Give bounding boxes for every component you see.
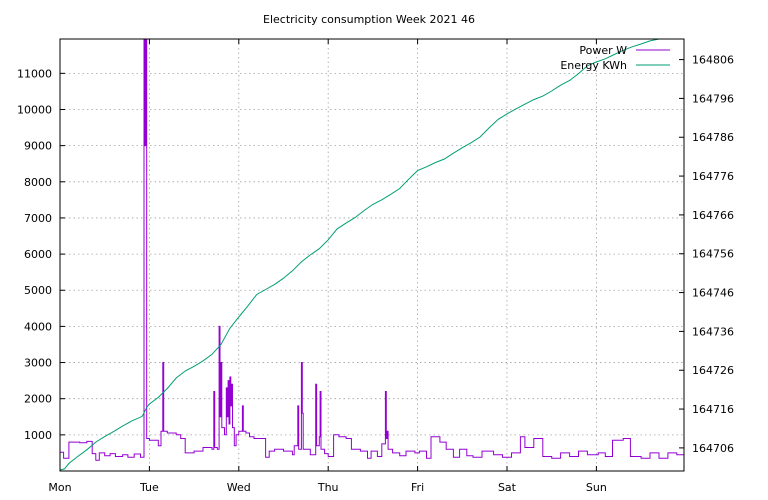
x-tick-label: Tue [139, 481, 159, 494]
power-series [60, 38, 684, 461]
y-right-tick-label: 164756 [692, 248, 734, 261]
y-left-tick-label: 5000 [24, 284, 52, 297]
x-tick-label: Mon [48, 481, 71, 494]
y-left-tick-label: 4000 [24, 320, 52, 333]
y-right-tick-label: 164706 [692, 442, 734, 455]
y-left-tick-label: 3000 [24, 357, 52, 370]
chart-title: Electricity consumption Week 2021 46 [263, 13, 475, 26]
plot-frame [59, 38, 685, 472]
legend: Power W Energy KWh [560, 44, 670, 72]
x-tick-label: Fri [411, 481, 424, 494]
x-tick-label: Sat [498, 481, 517, 494]
axes: Mon Tue Wed Thu Fri Sat Sun 1000 2000 3000 4000 500… [17, 39, 734, 494]
y-right-tick-label: 164726 [692, 364, 734, 377]
grid [60, 39, 684, 471]
y-left-tick-label: 9000 [24, 140, 52, 153]
legend-label: Energy KWh [560, 59, 627, 72]
y-left-tick-label: 8000 [24, 176, 52, 189]
energy-series [59, 38, 684, 471]
legend-label: Power W [579, 44, 627, 57]
y-right-tick-label: 164716 [692, 403, 734, 416]
y-left-tick-label: 1000 [24, 429, 52, 442]
y-left-tick-label: 2000 [24, 393, 52, 406]
power-line [60, 38, 684, 461]
y-left-tick-label: 10000 [17, 103, 52, 116]
y-right-tick-label: 164746 [692, 287, 734, 300]
y-right-tick-label: 164736 [692, 325, 734, 338]
y-left-tick-label: 11000 [17, 67, 52, 80]
y-right-tick-label: 164806 [692, 54, 734, 67]
x-tick-label: Thu [317, 481, 339, 494]
y-left-tick-label: 6000 [24, 248, 52, 261]
y-left-tick-label: 7000 [24, 212, 52, 225]
y-right-tick-label: 164796 [692, 92, 734, 105]
x-tick-label: Wed [227, 481, 251, 494]
y-right-tick-label: 164766 [692, 209, 734, 222]
x-tick-label: Sun [586, 481, 607, 494]
y-right-tick-label: 164786 [692, 131, 734, 144]
energy-line [59, 38, 684, 471]
y-right-tick-label: 164776 [692, 170, 734, 183]
